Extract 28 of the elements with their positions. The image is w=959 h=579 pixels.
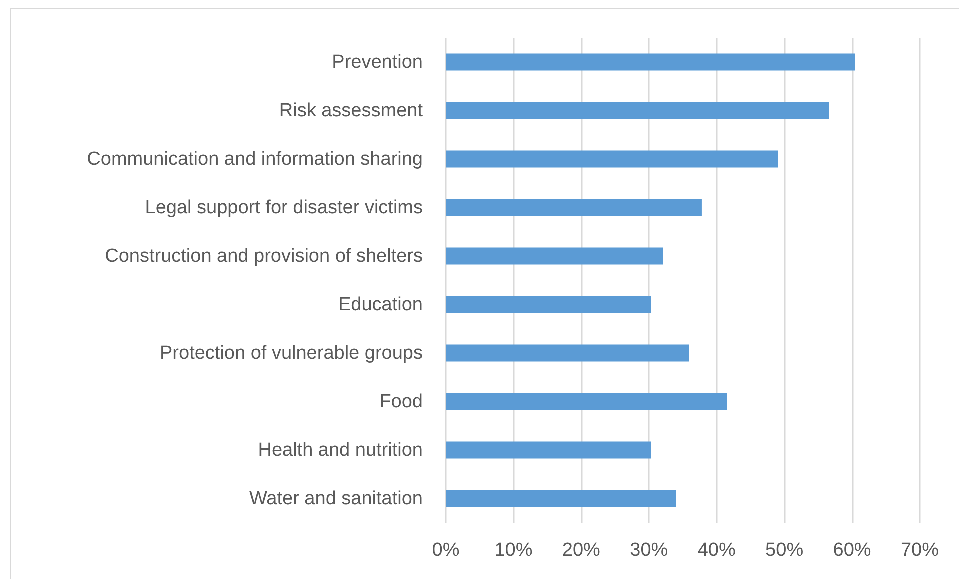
x-tick-label: 10% [494,540,533,561]
x-tick-label: 70% [900,540,940,561]
y-tick-label: Health and nutrition [258,440,423,461]
bar [446,54,855,71]
y-tick-label: Protection of vulnerable groups [160,342,423,364]
bar [446,442,652,459]
bar [446,393,728,410]
y-tick-label: Prevention [332,52,423,73]
y-tick-label: Construction and provision of shelters [105,246,423,267]
bar [446,248,664,265]
y-tick-label: Water and sanitation [249,488,423,510]
x-tick-label: 60% [833,540,872,561]
bar [446,102,830,120]
bar [446,150,778,168]
x-tick-label: 0% [432,540,460,561]
y-tick-label: Education [338,294,423,316]
x-tick-label: 30% [630,540,668,561]
x-tick-label: 20% [562,540,601,561]
x-tick-label: 50% [766,540,804,561]
y-tick-label: Legal support for disaster victims [145,197,423,218]
y-tick-label: Risk assessment [279,100,424,122]
x-tick-label: 40% [698,540,736,561]
bar [446,490,676,508]
y-tick-label: Food [380,391,423,412]
bar [446,296,652,314]
y-tick-label: Communication and information sharing [87,148,423,170]
bar [446,344,690,362]
bar [446,199,702,216]
